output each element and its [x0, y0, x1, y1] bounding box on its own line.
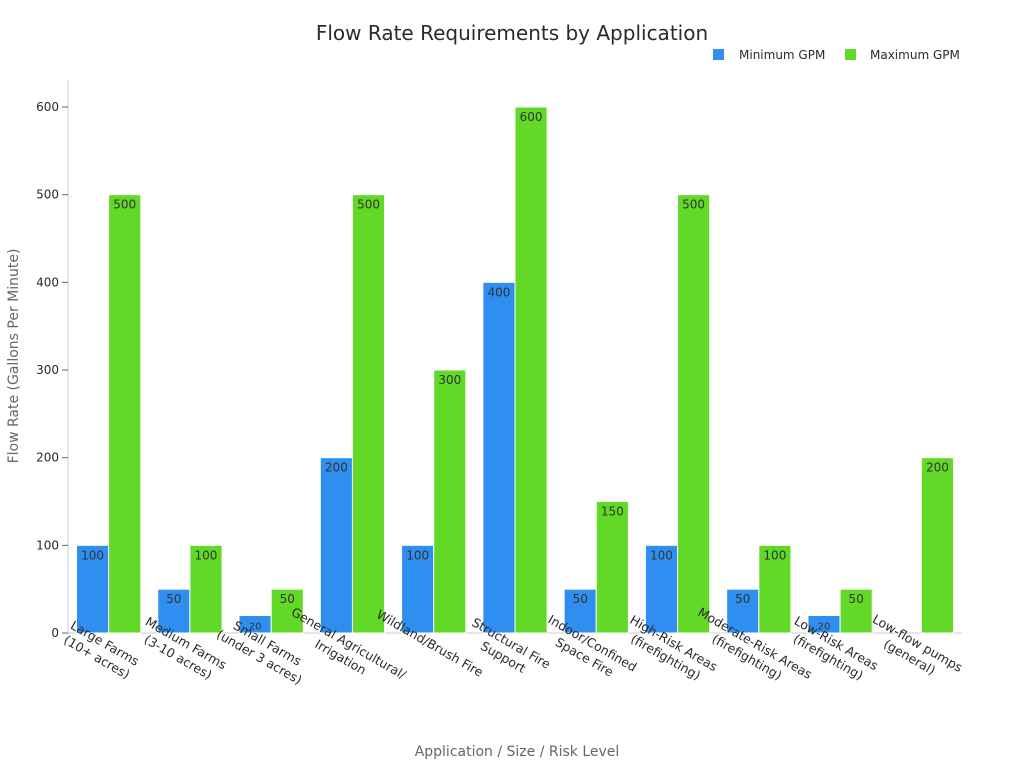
legend-label-minimum: Minimum GPM — [739, 48, 825, 62]
bar-minimum-gpm — [157, 588, 191, 634]
bar-maximum-gpm — [270, 588, 304, 634]
y-axis-title: Flow Rate (Gallons Per Minute) — [6, 249, 22, 464]
chart-title: Flow Rate Requirements by Application — [316, 21, 708, 45]
y-tick-label: 0 — [51, 626, 59, 640]
bar-maximum-gpm — [514, 106, 548, 634]
bar-maximum-gpm — [920, 457, 955, 634]
bar-maximum-gpm — [351, 194, 386, 634]
bar-value-label: 20 — [818, 621, 831, 632]
bar-value-label: 300 — [438, 373, 461, 387]
bar-value-label: 200 — [926, 461, 949, 475]
bar-value-label: 500 — [113, 198, 136, 212]
bar-maximum-gpm — [595, 501, 629, 634]
y-tick-label: 500 — [36, 188, 59, 202]
bar-value-label: 100 — [763, 548, 786, 562]
bar-value-label: 50 — [573, 592, 588, 606]
legend-swatch-maximum — [845, 49, 856, 60]
bar-value-label: 150 — [601, 505, 624, 519]
y-tick-label: 600 — [36, 100, 59, 114]
legend-swatch-minimum — [713, 49, 724, 60]
bar-maximum-gpm — [108, 194, 142, 634]
bar-maximum-gpm — [189, 544, 223, 634]
bar-value-label: 500 — [682, 198, 705, 212]
bars — [76, 106, 955, 634]
bar-maximum-gpm — [839, 588, 873, 634]
bar-value-label: 50 — [280, 592, 295, 606]
bar-maximum-gpm — [758, 544, 792, 634]
y-tick-label: 400 — [36, 275, 59, 289]
y-tick-label: 200 — [36, 451, 59, 465]
legend-label-maximum: Maximum GPM — [870, 48, 960, 62]
legend: Minimum GPM Maximum GPM — [713, 48, 960, 62]
bar-value-label: 20 — [249, 621, 262, 632]
y-tick-label: 300 — [36, 363, 59, 377]
bar-value-label: 600 — [520, 110, 543, 124]
bar-maximum-gpm — [677, 194, 711, 634]
y-axis-ticks: 0 100 200 300 400 500 600 — [36, 100, 68, 640]
bar-minimum-gpm — [726, 588, 760, 634]
bar-minimum-gpm — [319, 457, 353, 634]
bar-value-label: 100 — [406, 548, 429, 562]
bar-value-label: 100 — [650, 548, 673, 562]
bar-minimum-gpm — [644, 544, 679, 634]
y-tick-label: 100 — [36, 538, 59, 552]
bar-value-label: 100 — [195, 548, 218, 562]
bar-value-label: 50 — [735, 592, 750, 606]
bar-value-label: 50 — [166, 592, 181, 606]
bar-value-labels: 100 500 50 100 20 50 200 500 100 300 400 600 50 150 10… — [81, 110, 949, 632]
x-axis-title: Application / Size / Risk Level — [415, 744, 620, 760]
bar-maximum-gpm — [433, 369, 467, 634]
bar-value-label: 100 — [81, 548, 104, 562]
bar-value-label: 500 — [357, 198, 380, 212]
bar-minimum-gpm — [482, 281, 516, 634]
bar-value-label: 50 — [849, 592, 864, 606]
bar-value-label: 200 — [325, 461, 348, 475]
bar-value-label: 400 — [487, 285, 510, 299]
